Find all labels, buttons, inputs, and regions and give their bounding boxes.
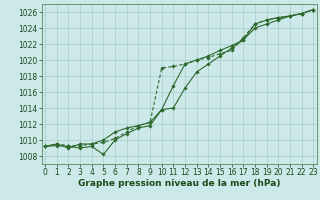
- X-axis label: Graphe pression niveau de la mer (hPa): Graphe pression niveau de la mer (hPa): [78, 179, 280, 188]
